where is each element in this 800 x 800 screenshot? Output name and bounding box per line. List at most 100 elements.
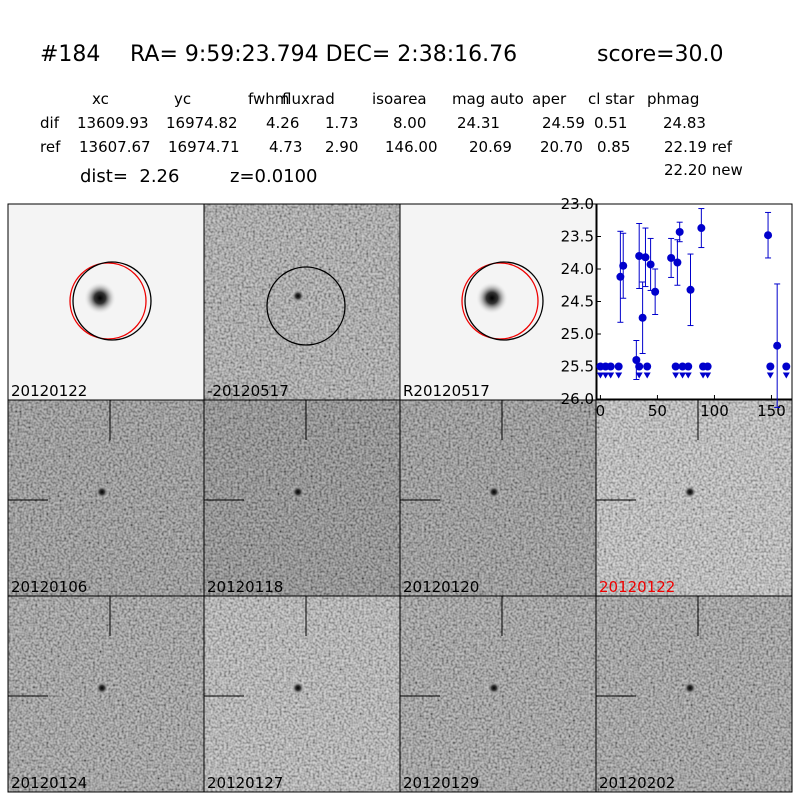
limit-arrow — [679, 372, 687, 379]
point — [686, 285, 695, 294]
limit-point — [766, 362, 775, 371]
table-cell: 24.59 — [542, 114, 585, 132]
column-header: phmag — [647, 90, 700, 108]
noise — [204, 596, 400, 792]
point — [764, 231, 773, 240]
black-circle — [72, 261, 152, 341]
stamp-label: 20120129 — [403, 774, 479, 792]
tone — [596, 596, 792, 792]
stamp: R20120517 — [399, 203, 597, 401]
column-header: mag auto — [452, 90, 524, 108]
source — [95, 485, 109, 499]
y-tick-label: 23.0 — [561, 195, 594, 213]
point — [651, 287, 660, 296]
point — [638, 313, 647, 322]
source — [291, 485, 305, 499]
x-tick-label: 100 — [700, 402, 729, 420]
limit-arrow — [782, 372, 790, 379]
point — [675, 227, 684, 236]
table-cell: 20.69 — [469, 138, 512, 156]
plot-area — [596, 203, 793, 400]
table-cell: 20.70 — [540, 138, 583, 156]
noise — [8, 400, 204, 596]
column-header: xc — [92, 90, 109, 108]
tone — [8, 596, 204, 792]
column-header: fluxrad — [282, 90, 335, 108]
limit-point — [614, 362, 623, 371]
table-cell: 4.73 — [269, 138, 303, 156]
table-cell: 8.00 — [393, 114, 427, 132]
y-tick-label: 25.5 — [561, 358, 594, 376]
source — [291, 681, 305, 695]
source — [487, 681, 501, 695]
stamp-label: 20120202 — [599, 774, 675, 792]
point — [697, 224, 706, 233]
limit-arrow — [766, 372, 774, 379]
point — [641, 253, 650, 262]
table-cell: ref — [40, 138, 61, 156]
phmag-note: 22.20 new — [664, 161, 743, 179]
tone — [400, 596, 596, 792]
table-cell: 4.26 — [266, 114, 300, 132]
y-tick-label: 25.0 — [561, 325, 594, 343]
tone — [204, 400, 400, 596]
coordinates: RA= 9:59:23.794 DEC= 2:38:16.76 — [130, 42, 518, 67]
stamp: 20120124 — [7, 595, 205, 793]
column-header: cl star — [588, 90, 635, 108]
column-header: isoarea — [372, 90, 427, 108]
tone — [400, 400, 596, 596]
limit-point — [684, 362, 693, 371]
stamp-label: -20120517 — [207, 382, 289, 400]
point — [646, 260, 655, 269]
limit-arrow — [684, 372, 692, 379]
table-cell: 0.85 — [597, 138, 631, 156]
point — [632, 356, 641, 364]
limit-arrow — [602, 372, 610, 379]
limit-point — [606, 362, 615, 371]
point — [616, 272, 625, 281]
point — [773, 341, 782, 350]
limit-arrow — [607, 372, 615, 379]
red-circle — [461, 262, 539, 340]
limit-arrow — [596, 372, 604, 379]
column-header: fwhm — [248, 90, 290, 108]
y-tick-label: 24.5 — [561, 293, 594, 311]
limit-point — [643, 362, 652, 371]
stamp: 20120120 — [399, 399, 597, 597]
tone — [204, 204, 400, 400]
limit-point — [782, 362, 791, 371]
y-tick-label: 26.0 — [561, 390, 594, 408]
noise — [400, 400, 596, 596]
stamp-label: 20120118 — [207, 578, 283, 596]
table-cell: 146.00 — [385, 138, 438, 156]
table-cell: 24.83 — [663, 114, 706, 132]
stamp: 20120202 — [595, 595, 793, 793]
redshift: z=0.0100 — [230, 166, 318, 187]
noise — [596, 596, 792, 792]
noise — [204, 204, 400, 400]
source — [291, 289, 305, 303]
tone — [204, 596, 400, 792]
table-cell: 2.90 — [325, 138, 359, 156]
black-circle — [266, 266, 346, 346]
stamp-label: 20120106 — [11, 578, 87, 596]
table-cell: 16974.82 — [166, 114, 238, 132]
stamp: 20120129 — [399, 595, 597, 793]
x-tick-label: 50 — [648, 402, 667, 420]
noise — [400, 596, 596, 792]
stamp-label: 20120122 — [599, 578, 675, 596]
table-cell: 22.19 ref — [664, 138, 733, 156]
source — [683, 485, 697, 499]
source — [95, 681, 109, 695]
source — [476, 282, 508, 314]
tone — [596, 400, 792, 596]
red-circle — [69, 262, 147, 340]
dist: dist= 2.26 — [80, 166, 180, 187]
source — [487, 485, 501, 499]
limit-arrow — [704, 372, 712, 379]
column-header: aper — [532, 90, 567, 108]
candidate-id: #184 — [40, 42, 101, 67]
stamp-frame — [595, 595, 793, 793]
